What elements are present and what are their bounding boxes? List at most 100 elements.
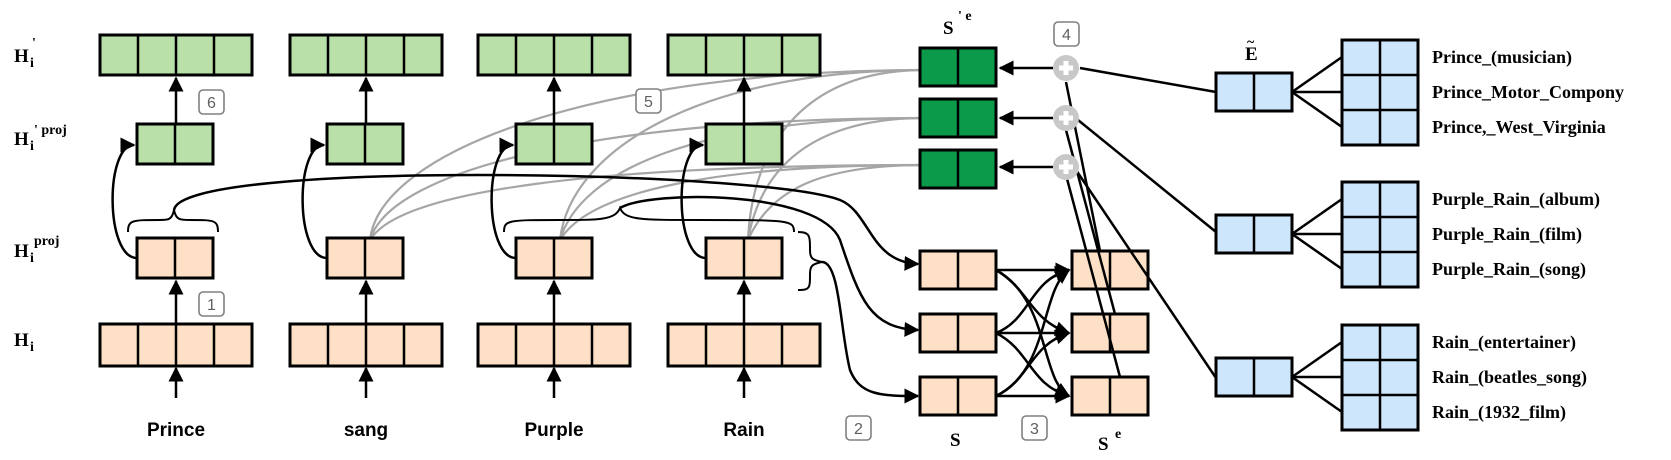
h-prime-proj-vector-purple — [514, 122, 594, 166]
etilde-to-plus-lines — [1074, 66, 1218, 379]
s-prime-e-column — [918, 46, 998, 190]
word-label: Purple — [524, 420, 583, 441]
h-prime-vector-prince — [98, 33, 254, 77]
svg-text:': ' — [32, 36, 36, 51]
h-prime-proj-vector-rain — [704, 122, 784, 166]
svg-text:5: 5 — [644, 94, 653, 111]
h-vector-sang — [288, 322, 444, 368]
svg-text:~: ~ — [1247, 35, 1255, 50]
svg-text:S: S — [1098, 434, 1109, 455]
label-s-e: S e — [1098, 427, 1121, 455]
plus-icon — [1053, 55, 1079, 81]
plus-icon — [1053, 105, 1079, 131]
entity-group-2 — [1340, 180, 1420, 289]
label-s: S — [950, 430, 961, 451]
entity-label: Prince_(musician) — [1432, 47, 1572, 68]
entity-label: Prince_Motor_Compony — [1432, 82, 1624, 102]
s-prime-e-vector-2 — [918, 97, 998, 139]
skip-arrows — [111, 137, 707, 260]
h-prime-proj-vector-sang — [325, 122, 405, 166]
entity-label: Purple_Rain_(film) — [1432, 224, 1582, 245]
s-e-column — [1070, 249, 1150, 417]
h-vector-rain — [666, 322, 822, 368]
svg-text:i: i — [30, 340, 34, 355]
e-tilde-column — [1214, 71, 1294, 398]
step-marker-6: 6 — [198, 89, 225, 115]
s-vector-2 — [918, 312, 998, 354]
word-labels: Prince sang Purple Rain — [147, 420, 765, 441]
s-vector-3 — [918, 375, 998, 417]
s-e-vector-2 — [1070, 312, 1150, 354]
h-proj-vector-prince — [135, 236, 215, 280]
svg-text:E: E — [1245, 44, 1258, 65]
h-proj-vector-sang — [325, 236, 405, 280]
entity-label: Prince,_West_Virginia — [1432, 117, 1606, 137]
entity-label: Rain_(1932_film) — [1432, 402, 1566, 423]
row-label-h: H i — [14, 330, 34, 355]
step-marker-5: 5 — [635, 88, 662, 114]
entity-label: Purple_Rain_(album) — [1432, 189, 1600, 210]
label-s-prime-e: S ' e — [943, 9, 972, 39]
word-label: Prince — [147, 420, 205, 441]
svg-text:e: e — [1115, 427, 1121, 442]
plus-to-sprime-arrows — [998, 60, 1053, 175]
entity-label: Rain_(entertainer) — [1432, 332, 1576, 353]
svg-text:6: 6 — [207, 95, 216, 112]
row-label-h-prime: H i ' — [14, 36, 36, 71]
s-e-vector-3 — [1070, 375, 1150, 417]
svg-text:S: S — [950, 430, 961, 451]
h-prime-proj-row — [135, 122, 784, 166]
plus-icon — [1053, 154, 1079, 180]
svg-text:H: H — [14, 129, 29, 150]
label-e-tilde: ~ E — [1245, 35, 1258, 65]
s-prime-e-vector-3 — [918, 148, 998, 190]
entity-fan-lines — [1291, 55, 1343, 414]
e-tilde-vector-2 — [1214, 213, 1294, 255]
svg-text:H: H — [14, 330, 29, 351]
h-proj-vector-rain — [704, 236, 784, 280]
entity-label: Purple_Rain_(song) — [1432, 259, 1586, 280]
svg-text:i: i — [30, 251, 34, 266]
row-label-h-prime-proj: H i ' proj — [14, 123, 67, 154]
svg-text:i: i — [30, 56, 34, 71]
h-row — [98, 322, 822, 368]
word-label: Rain — [723, 420, 764, 441]
s-vector-1 — [918, 249, 998, 291]
s-e-vector-1 — [1070, 249, 1150, 291]
svg-text:H: H — [14, 46, 29, 67]
svg-text:' e: ' e — [958, 9, 972, 24]
h-proj-vector-purple — [514, 236, 594, 280]
h-vector-prince — [98, 322, 254, 368]
svg-text:' proj: ' proj — [34, 123, 67, 138]
row-label-h-proj: H i proj — [14, 234, 59, 266]
h-prime-proj-vector-prince — [135, 122, 215, 166]
entity-group-3 — [1340, 323, 1420, 432]
h-prime-vector-purple — [476, 33, 632, 77]
vertical-arrows — [168, 76, 752, 398]
step-marker-3: 3 — [1021, 415, 1048, 441]
svg-text:proj: proj — [34, 234, 59, 249]
e-tilde-vector-3 — [1214, 356, 1294, 398]
step-marker-4: 4 — [1053, 21, 1080, 47]
svg-text:i: i — [30, 139, 34, 154]
h-prime-vector-rain — [666, 33, 822, 77]
entity-label: Rain_(beatles_song) — [1432, 367, 1587, 388]
h-proj-row — [135, 236, 784, 280]
entity-labels: Prince_(musician) Prince_Motor_Compony P… — [1432, 47, 1624, 423]
brace-to-s-arrows — [172, 173, 920, 404]
word-label: sang — [344, 420, 388, 441]
h-vector-purple — [476, 322, 632, 368]
svg-text:S: S — [943, 18, 954, 39]
svg-text:4: 4 — [1062, 27, 1071, 44]
plus-circles — [1053, 55, 1079, 180]
step-marker-1: 1 — [198, 291, 225, 317]
e-tilde-vector-1 — [1214, 71, 1294, 113]
svg-text:2: 2 — [854, 421, 863, 438]
svg-text:3: 3 — [1030, 421, 1039, 438]
entity-group-1 — [1340, 38, 1420, 147]
s-to-se-arrows — [995, 262, 1071, 404]
h-prime-row — [98, 33, 822, 77]
s-column — [918, 249, 998, 417]
h-prime-vector-sang — [288, 33, 444, 77]
